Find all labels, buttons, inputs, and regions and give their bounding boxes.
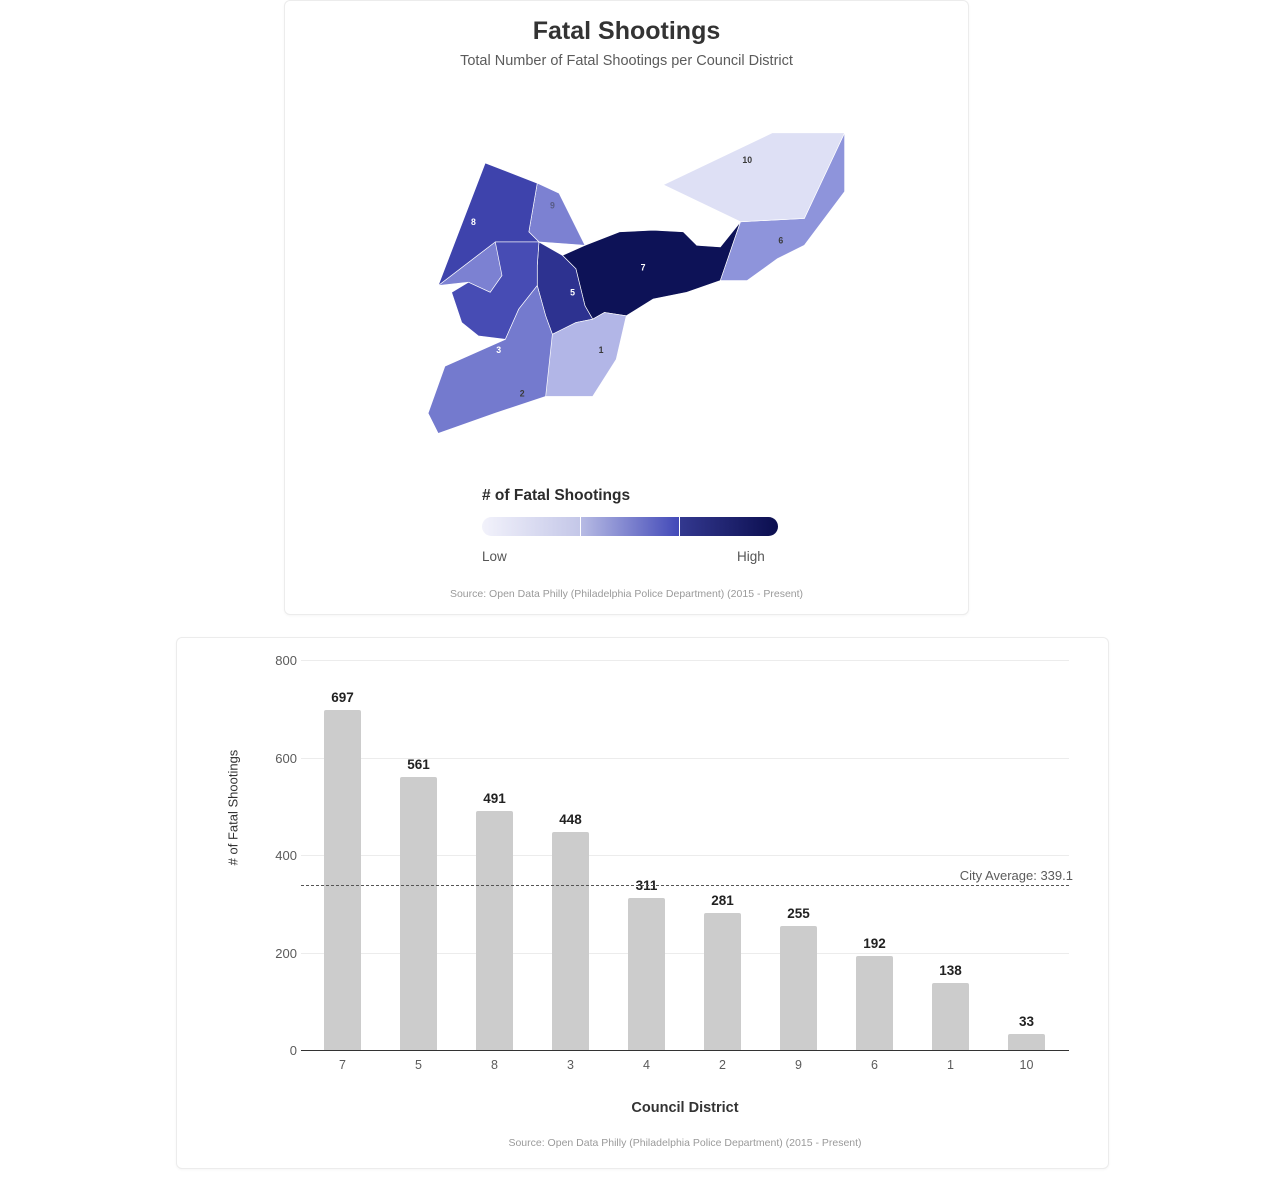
svg-text:1: 1 xyxy=(599,345,604,355)
svg-text:7: 7 xyxy=(641,262,646,272)
svg-text:9: 9 xyxy=(550,200,555,210)
svg-text:10: 10 xyxy=(742,155,752,165)
svg-text:6: 6 xyxy=(778,236,783,246)
svg-text:2: 2 xyxy=(520,388,525,398)
svg-text:5: 5 xyxy=(570,288,575,298)
svg-text:3: 3 xyxy=(496,345,501,355)
svg-text:8: 8 xyxy=(471,217,476,227)
